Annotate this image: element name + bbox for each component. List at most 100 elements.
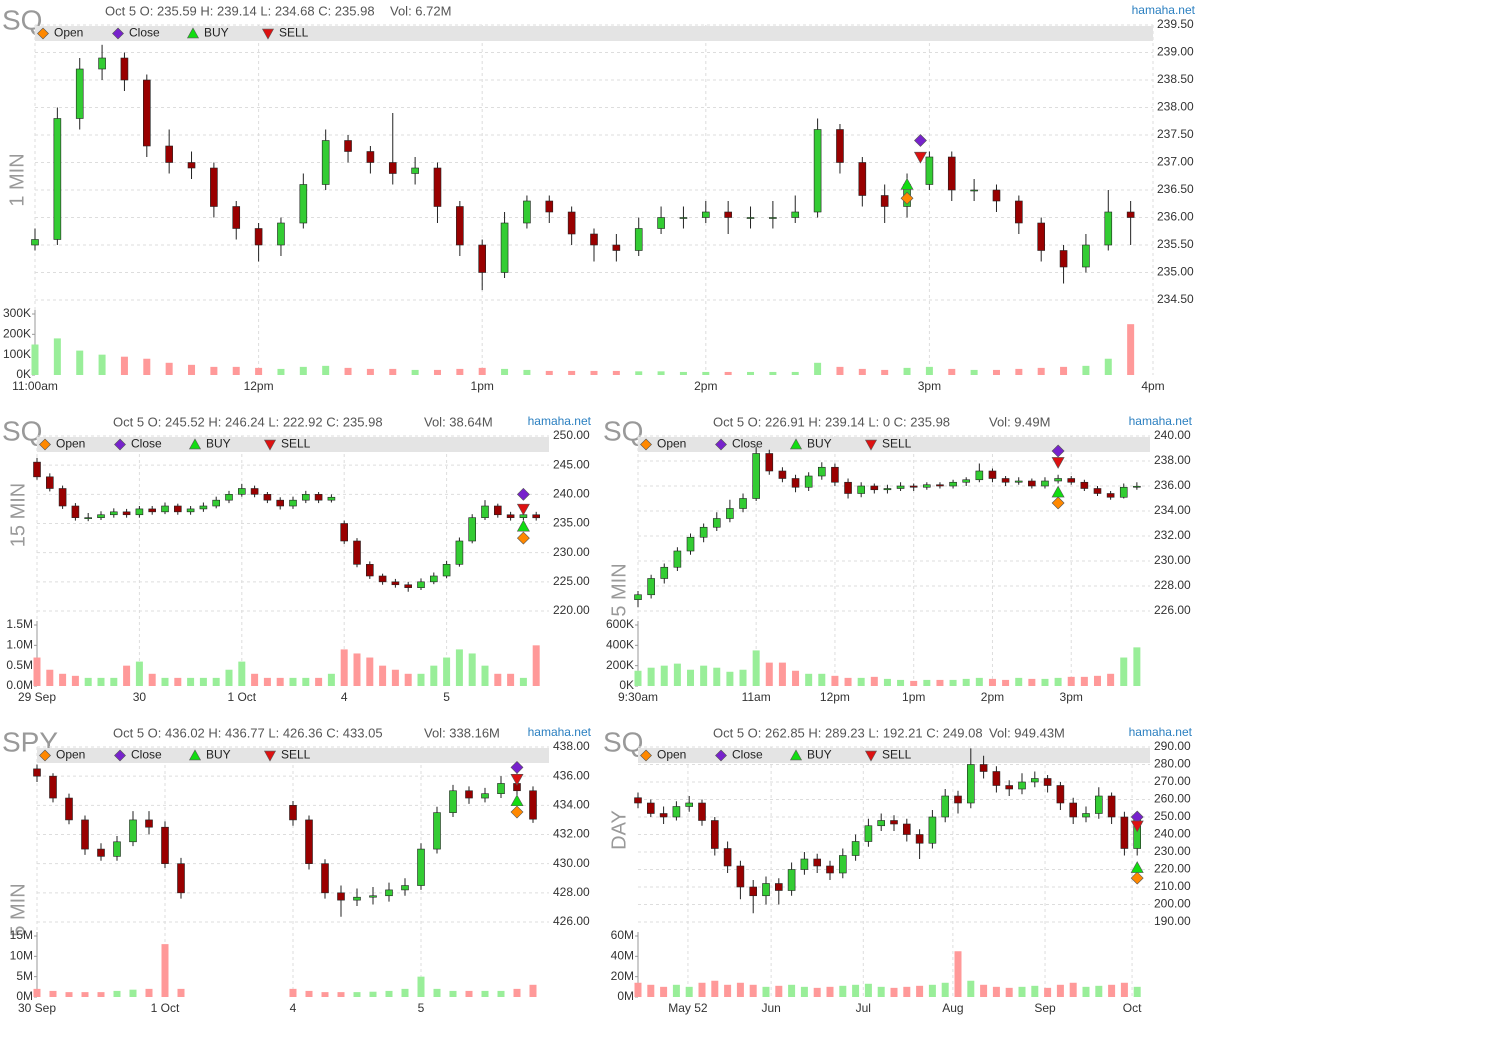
y-tick-label: 235.00 [553,516,590,530]
volume-bar [870,676,878,686]
volume-bar [353,992,361,997]
candle-body [500,222,509,273]
candle-body [366,151,375,163]
candle-body [344,140,352,152]
candle-body [481,505,489,518]
volume-bar [747,371,755,375]
volume-bar [401,988,409,997]
volume-bar [864,983,872,997]
candle-body [1056,785,1065,804]
signal-marker [1051,496,1065,510]
candle-body [1031,778,1039,783]
candle-body [647,578,655,596]
volume-bar [299,366,307,375]
candle-body [523,200,531,224]
candle-body [388,162,397,174]
candle-body [813,858,822,867]
candle-body [672,806,681,818]
volume-bar [698,982,706,997]
volume-bar [711,980,719,997]
candle-body [947,156,956,191]
volume-summary: Vol: 6.72M [390,3,451,18]
y-tick-label: 228.00 [1154,578,1191,592]
volume-bar [765,662,773,686]
y-tick-label: 438.00 [553,739,590,753]
candle-body [864,825,873,842]
volume-bar [148,673,156,686]
candle-body [646,802,655,814]
candle-body [442,564,451,577]
candle-body [634,797,642,804]
candle-body [33,461,41,478]
candle-body [314,494,323,501]
volume-bar [53,338,61,375]
source-link: hamaha.net [1132,3,1196,17]
candle-body [161,505,169,513]
volume-bar [634,982,642,997]
volume-bar [379,665,387,686]
candle-body [634,594,642,600]
volume-bar [344,367,352,375]
volume-bar [1031,985,1039,997]
volume-bar [404,673,412,686]
candle-body [143,79,151,147]
volume-tick-label: 40M [611,949,634,963]
legend-label: SELL [882,748,912,762]
volume-bar [481,665,489,686]
volume-bar [590,370,598,375]
candle-body [455,540,464,565]
volume-tick-label: 60M [611,928,634,942]
y-tick-label: 236.00 [1154,478,1191,492]
candle-body [429,575,438,583]
candle-body [1005,785,1014,790]
candle-body [97,514,105,518]
legend-label: Close [732,748,763,762]
volume-bar [775,985,783,997]
volume-bar [289,677,297,686]
y-tick-label: 436.00 [553,768,590,782]
candle-body [739,498,747,509]
volume-bar [857,677,865,686]
candle-body [45,476,54,489]
volume-tick-label: 400K [606,638,634,652]
volume-bar [1060,366,1068,375]
volume-tick-label: 10M [10,949,33,963]
volume-bar [507,673,515,686]
volume-bar [702,371,710,375]
volume-bar [1133,647,1141,686]
x-tick-label: 30 [133,690,147,704]
candle-body [1028,480,1036,487]
x-tick-label: 1pm [902,690,925,704]
volume-bar [818,673,826,686]
candle-body [1082,813,1090,818]
candle-body [110,511,118,516]
volume-bar [84,677,92,686]
candle-body [870,485,879,491]
candle-body [765,453,774,472]
candle-body [545,200,554,213]
volume-tick-label: 1.0M [6,638,33,652]
source-link: hamaha.net [528,414,592,428]
legend-swatch [39,438,51,451]
candle-body [340,523,349,542]
signal-marker [510,760,524,774]
candle-body [289,805,297,821]
legend-swatch [188,438,202,450]
volume-bar [975,677,983,686]
candle-body [1059,250,1068,268]
x-tick-label: 1 Oct [227,690,256,704]
candle-body [851,841,860,856]
legend-bar [638,437,1150,452]
candle-body [954,795,962,804]
volume-bar [954,951,962,997]
volume-bar [481,990,489,997]
candle-body [161,826,169,864]
candle-body [1104,211,1113,246]
legend-bar [37,437,549,452]
candle-body [417,581,425,588]
candle-body [129,819,137,843]
candle-body [481,793,489,799]
volume-tick-label: 200K [3,327,31,341]
volume-tick-label: 0.0M [6,678,33,692]
volume-bar [212,677,220,686]
